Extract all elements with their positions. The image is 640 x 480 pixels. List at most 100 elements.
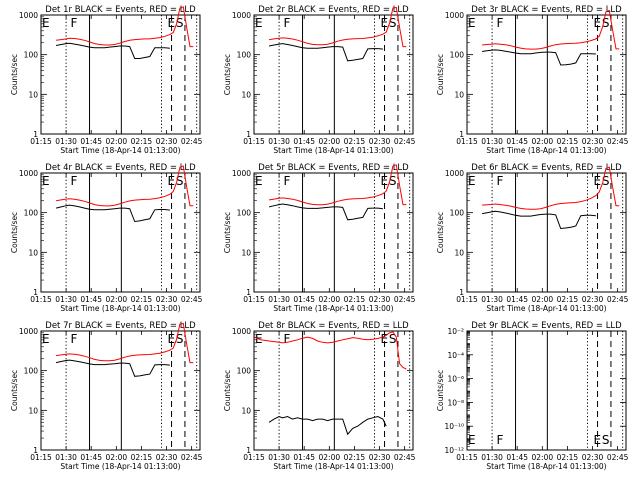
marker-letter: E [255, 16, 263, 30]
x-tick-label: 02:30 [369, 453, 391, 462]
marker-letter: E [468, 16, 476, 30]
x-tick-label: 02:15 [557, 137, 579, 146]
x-tick-label: 01:45 [80, 295, 102, 304]
x-tick-label: 01:45 [80, 453, 102, 462]
y-tick-label: 10 [241, 248, 251, 257]
x-axis-label: Start Time (18-Apr-14 01:13:00) [273, 304, 393, 313]
series-lld-line [56, 6, 194, 48]
x-tick-label: 01:30 [481, 453, 503, 462]
panel-title: Det 6r BLACK = Events, RED = LLD [471, 163, 622, 173]
marker-letter: S [602, 433, 610, 447]
marker-letter: F [283, 16, 290, 30]
panel-title: Det 5r BLACK = Events, RED = LLD [258, 163, 409, 173]
marker-letter: F [496, 433, 503, 447]
x-tick-label: 01:15 [30, 295, 52, 304]
y-tick-label: 100 [24, 367, 39, 376]
x-tick-label: 02:30 [156, 295, 178, 304]
marker-letter: F [496, 174, 503, 188]
y-tick-label: 10⁻¹² [444, 446, 464, 455]
marker-letter: F [70, 332, 77, 346]
y-tick-label: 1000 [19, 169, 38, 178]
x-tick-label: 01:45 [293, 453, 315, 462]
series-events-line [268, 415, 387, 436]
series-lld-line [482, 166, 620, 210]
marker-letter: S [176, 174, 184, 188]
y-tick-label: 100 [450, 51, 465, 60]
x-tick-label: 02:00 [106, 137, 128, 146]
plot-frame [40, 330, 201, 451]
marker-letter: E [594, 16, 602, 30]
marker-letter: E [42, 332, 50, 346]
x-tick-label: 02:15 [344, 295, 366, 304]
marker-letter: F [70, 174, 77, 188]
marker-letter: E [594, 433, 602, 447]
marker-letter: E [42, 16, 50, 30]
x-tick-label: 02:45 [607, 137, 629, 146]
plot-frame [40, 172, 201, 293]
marker-letter: S [389, 174, 397, 188]
series-events-line [269, 43, 383, 62]
x-tick-label: 02:45 [181, 453, 203, 462]
marker-letter: S [602, 174, 610, 188]
y-axis-label: Counts/sec [10, 212, 19, 253]
y-tick-label: 1000 [19, 11, 38, 20]
series-events-line [482, 210, 596, 230]
y-tick-label: 1 [33, 446, 38, 455]
x-tick-label: 02:30 [582, 453, 604, 462]
series-lld-line [482, 9, 620, 50]
x-tick-label: 02:00 [106, 453, 128, 462]
marker-letter: E [255, 174, 263, 188]
x-tick-label: 01:30 [55, 137, 77, 146]
y-tick-label: 1 [459, 288, 464, 297]
y-tick-label: 10⁻¹⁰ [444, 422, 464, 431]
x-tick-label: 02:45 [607, 453, 629, 462]
x-tick-label: 02:00 [532, 453, 554, 462]
y-tick-label: 10 [454, 248, 464, 257]
x-tick-label: 01:30 [268, 453, 290, 462]
y-tick-label: 10 [241, 406, 251, 415]
marker-letter: F [496, 16, 503, 30]
x-tick-label: 02:15 [131, 295, 153, 304]
y-tick-label: 100 [237, 367, 252, 376]
y-tick-label: 10⁻⁴ [447, 351, 464, 360]
x-tick-label: 01:15 [30, 137, 52, 146]
y-tick-label: 1 [459, 130, 464, 139]
series-lld-line [56, 322, 194, 364]
y-tick-label: 1000 [445, 11, 464, 20]
x-tick-label: 02:00 [319, 137, 341, 146]
x-tick-label: 02:45 [181, 295, 203, 304]
plot-frame [466, 330, 627, 451]
panel-title: Det 3r BLACK = Events, RED = LLD [471, 5, 622, 15]
x-tick-label: 02:00 [319, 453, 341, 462]
x-axis-label: Start Time (18-Apr-14 01:13:00) [60, 146, 180, 155]
y-tick-label: 1000 [19, 327, 38, 336]
panel-title: Det 2r BLACK = Events, RED = LLD [258, 5, 409, 15]
y-tick-label: 1 [33, 288, 38, 297]
panel-title: Det 8r BLACK = Events, RED = LLD [258, 321, 409, 331]
y-axis-label: Counts/sec [223, 370, 232, 411]
marker-letter: E [42, 174, 50, 188]
x-tick-label: 01:45 [293, 295, 315, 304]
marker-letter: E [168, 174, 176, 188]
x-tick-label: 01:15 [243, 453, 265, 462]
series-lld-line [253, 331, 407, 370]
plot-frame [253, 172, 414, 293]
x-tick-label: 01:45 [80, 137, 102, 146]
x-tick-label: 02:15 [131, 137, 153, 146]
y-tick-label: 10 [454, 90, 464, 99]
x-tick-label: 01:15 [243, 295, 265, 304]
marker-letter: E [381, 174, 389, 188]
x-tick-label: 02:15 [344, 453, 366, 462]
marker-letter: E [468, 433, 476, 447]
marker-letter: F [283, 174, 290, 188]
panel-5: Det 5r BLACK = Events, RED = LLD 01:15 01:… [223, 163, 416, 313]
x-tick-label: 02:30 [582, 295, 604, 304]
x-tick-label: 02:45 [394, 295, 416, 304]
panel-title: Det 4r BLACK = Events, RED = LLD [45, 163, 196, 173]
y-tick-label: 10⁻² [447, 327, 464, 336]
series-events-line [55, 204, 170, 223]
marker-letter: S [176, 332, 184, 346]
